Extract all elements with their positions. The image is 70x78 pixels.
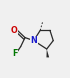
Text: O: O xyxy=(11,26,18,35)
Text: N: N xyxy=(30,36,37,45)
Polygon shape xyxy=(46,49,49,57)
Text: F: F xyxy=(13,49,18,58)
